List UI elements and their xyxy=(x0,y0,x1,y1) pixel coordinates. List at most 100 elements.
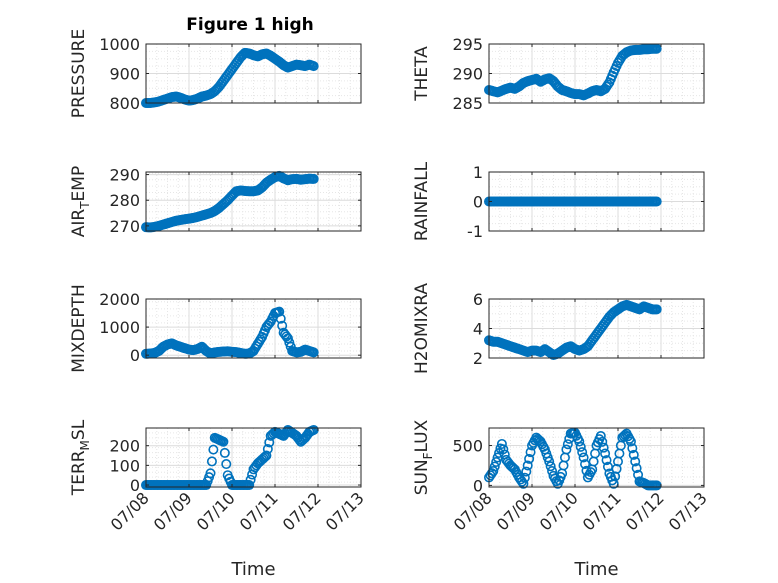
data-point xyxy=(595,430,606,441)
data-point xyxy=(258,453,269,464)
data-point xyxy=(574,436,585,447)
axis-ylabel-4: MIXDEPTH xyxy=(69,284,89,373)
data-point xyxy=(561,444,572,455)
ytick-label: 285 xyxy=(452,94,483,113)
ytick-label: -1 xyxy=(467,222,483,241)
data-point xyxy=(562,439,573,450)
ytick-label: 290 xyxy=(109,166,140,185)
chart-panel-1: 285 290 295 THETA xyxy=(412,35,705,113)
ytick-label: 200 xyxy=(109,437,140,456)
data-point xyxy=(522,460,533,471)
chart-panel-5: 2 4 6 H2OMIXRA xyxy=(412,283,705,374)
ytick-label: 270 xyxy=(109,217,140,236)
figure-title: Figure 1 high xyxy=(186,15,314,35)
ytick-label: 800 xyxy=(109,94,140,113)
ytick-label: 500 xyxy=(452,437,483,456)
data-point xyxy=(627,443,638,454)
axes-frame xyxy=(145,298,362,359)
data-point xyxy=(524,453,535,464)
data-point xyxy=(631,463,642,474)
ytick-label: 0 xyxy=(473,476,483,495)
axes-frame xyxy=(488,427,705,488)
data-point xyxy=(498,444,509,455)
data-point xyxy=(598,442,609,453)
data-point xyxy=(275,313,286,324)
data-point xyxy=(544,456,555,467)
chart-panel-0: 800 900 1000 PRESSURE xyxy=(69,29,362,118)
ytick-label: 900 xyxy=(109,65,140,84)
data-point xyxy=(245,474,256,485)
data-point xyxy=(218,436,229,447)
data-point xyxy=(277,320,288,331)
axis-ylabel-1: THETA xyxy=(412,46,432,102)
data-point xyxy=(281,331,292,342)
axis-ylabel-5: H2OMIXRA xyxy=(412,283,432,374)
data-point xyxy=(519,472,530,483)
ytick-label: 0 xyxy=(130,476,140,495)
axes-frame xyxy=(145,171,362,232)
ytick-label: 4 xyxy=(473,320,483,339)
data-point xyxy=(580,459,591,470)
data-point xyxy=(651,304,662,315)
data-point xyxy=(496,438,507,449)
data-point xyxy=(282,333,293,344)
data-point xyxy=(577,447,588,458)
axis-ylabel-0: PRESSURE xyxy=(69,29,89,118)
data-point xyxy=(630,456,641,467)
data-point xyxy=(308,347,319,358)
ytick-label: 295 xyxy=(452,35,483,54)
ytick-label: 100 xyxy=(109,456,140,475)
ytick-label: 6 xyxy=(473,290,483,309)
ytick-label: 1 xyxy=(473,163,483,182)
axes-frame xyxy=(145,427,362,488)
chart-panel-4: 0 1000 2000 MIXDEPTH xyxy=(69,284,362,373)
data-point xyxy=(262,443,273,454)
chart-panel-7: 050007/0807/0907/1007/1107/1207/13TimeSU… xyxy=(412,419,711,580)
data-point xyxy=(518,478,529,489)
data-point xyxy=(244,480,255,491)
data-point xyxy=(545,461,556,472)
axis-ylabel-2: AIRTEMP xyxy=(69,166,92,237)
chart-panel-6: 010020007/0807/0907/1007/1107/1207/13Tim… xyxy=(69,419,368,580)
data-point xyxy=(601,455,612,466)
axis-xlabel: Time xyxy=(230,559,275,580)
data-point xyxy=(491,457,502,468)
data-point xyxy=(205,468,216,479)
ytick-label: 2 xyxy=(473,349,483,368)
data-point xyxy=(208,444,219,455)
data-point xyxy=(274,306,285,317)
axis-ylabel-6: TERRMSL xyxy=(69,419,92,496)
chart-panel-3: -1 0 1 RAINFALL xyxy=(412,161,705,241)
ytick-label: 1000 xyxy=(99,35,140,54)
data-point xyxy=(602,79,613,90)
data-point xyxy=(206,456,217,467)
data-point xyxy=(651,43,662,54)
ytick-label: 0 xyxy=(473,193,483,212)
data-point xyxy=(221,459,232,470)
ytick-label: 1000 xyxy=(99,318,140,337)
data-point xyxy=(625,436,636,447)
data-point xyxy=(600,448,611,459)
chart-panel-2: 270 280 290 AIRTEMP xyxy=(69,166,362,237)
data-point xyxy=(521,466,532,477)
data-point xyxy=(308,173,319,184)
data-point xyxy=(261,450,272,461)
data-point xyxy=(597,436,608,447)
data-point xyxy=(651,196,662,207)
ytick-label: 0 xyxy=(130,346,140,365)
axis-xlabel: Time xyxy=(573,559,618,580)
data-point xyxy=(219,447,230,458)
data-point xyxy=(525,447,536,458)
data-point xyxy=(575,441,586,452)
ytick-label: 280 xyxy=(109,191,140,210)
data-point xyxy=(284,337,295,348)
axis-ylabel-3: RAINFALL xyxy=(412,161,432,241)
ytick-label: 290 xyxy=(452,65,483,84)
axis-ylabel-7: SUNFLUX xyxy=(412,419,435,495)
ytick-label: 2000 xyxy=(99,290,140,309)
data-point xyxy=(618,431,629,442)
data-point xyxy=(628,449,639,460)
data-point xyxy=(489,461,500,472)
